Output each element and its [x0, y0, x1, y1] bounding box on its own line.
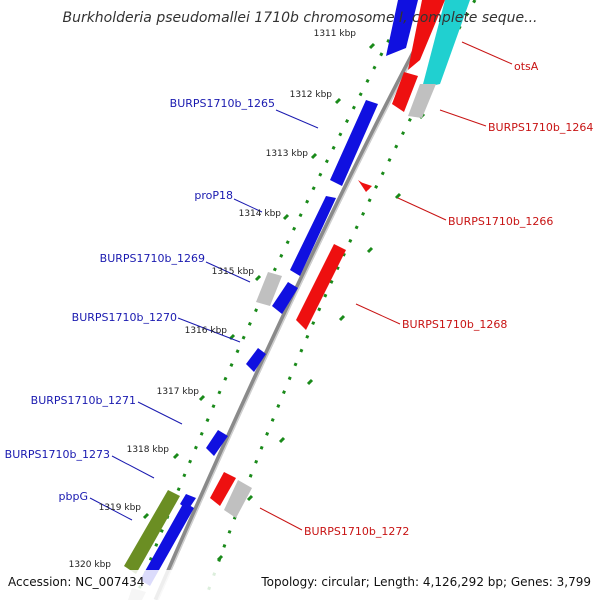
topology-text: Topology: circular; Length: 4,126,292 bp…	[260, 575, 591, 589]
gene-label[interactable]: otsA	[514, 60, 539, 73]
gene-BURPS1710b_1270[interactable]	[246, 348, 266, 372]
inner-dotted-guide	[203, 0, 477, 600]
chromosome-backbone	[153, 0, 445, 600]
gene-proP18[interactable]	[290, 196, 336, 276]
gene-BURPS1710b_1269-fwd[interactable]	[272, 282, 298, 314]
tick-labels: 1311 kbp 1312 kbp 1313 kbp 1314 kbp 1315…	[69, 29, 357, 570]
gene-BURPS1710b_1269[interactable]	[256, 272, 282, 306]
gene-pseudo-1264[interactable]	[408, 84, 436, 118]
gene-otsA[interactable]	[422, 0, 470, 88]
gene-forward-bottom[interactable]	[140, 502, 194, 586]
gene-label[interactable]: BURPS1710b_1271	[31, 394, 136, 407]
tick-label: 1314 kbp	[239, 209, 282, 219]
label-leader-lines	[89, 41, 513, 531]
gene-label[interactable]: BURPS1710b_1273	[5, 448, 110, 461]
gene-pbpG[interactable]	[124, 490, 180, 574]
tick-label: 1313 kbp	[266, 149, 309, 159]
inner-tick-marks	[216, 62, 446, 562]
outer-dotted-guide	[133, 0, 412, 600]
gene-BURPS1710b_1272[interactable]	[210, 472, 236, 506]
tick-label: 1320 kbp	[69, 560, 112, 570]
forward-gene-labels: BURPS1710b_1265 proP18 BURPS1710b_1269 B…	[5, 97, 275, 503]
gene-BURPS1710b_1268[interactable]	[296, 244, 346, 330]
gene-label[interactable]: pbpG	[59, 490, 88, 503]
gene-label[interactable]: BURPS1710b_1266	[448, 215, 553, 228]
tick-label: 1311 kbp	[314, 29, 357, 39]
gene-BURPS1710b_1272-pseudo[interactable]	[224, 480, 252, 518]
map-title: Burkholderia pseudomallei 1710b chromoso…	[62, 10, 537, 26]
gene-forward-top[interactable]	[386, 0, 418, 56]
gene-BURPS1710b_1265[interactable]	[330, 100, 378, 186]
gene-label[interactable]: BURPS1710b_1270	[72, 311, 177, 324]
gene-label[interactable]: BURPS1710b_1272	[304, 525, 409, 538]
tick-marks	[142, 42, 376, 520]
gene-label[interactable]: BURPS1710b_1269	[100, 252, 205, 265]
reverse-gene-labels: otsA BURPS1710b_1264 BURPS1710b_1266 BUR…	[304, 60, 593, 538]
tick-label: 1315 kbp	[212, 267, 255, 277]
gene-label[interactable]: BURPS1710b_1264	[488, 121, 593, 134]
gene-label[interactable]: proP18	[194, 189, 233, 202]
gene-label[interactable]: BURPS1710b_1268	[402, 318, 507, 331]
gene-reverse-top[interactable]	[408, 0, 445, 70]
tick-label: 1319 kbp	[99, 503, 142, 513]
gene-BURPS1710b_1271[interactable]	[206, 430, 228, 456]
tick-label: 1316 kbp	[185, 326, 228, 336]
tick-label: 1312 kbp	[290, 90, 333, 100]
gene-BURPS1710b_1264[interactable]	[392, 72, 418, 112]
tick-label: 1318 kbp	[127, 445, 170, 455]
accession-text: Accession: NC_007434	[8, 575, 144, 589]
gene-label[interactable]: BURPS1710b_1265	[170, 97, 275, 110]
tick-label: 1317 kbp	[157, 387, 200, 397]
